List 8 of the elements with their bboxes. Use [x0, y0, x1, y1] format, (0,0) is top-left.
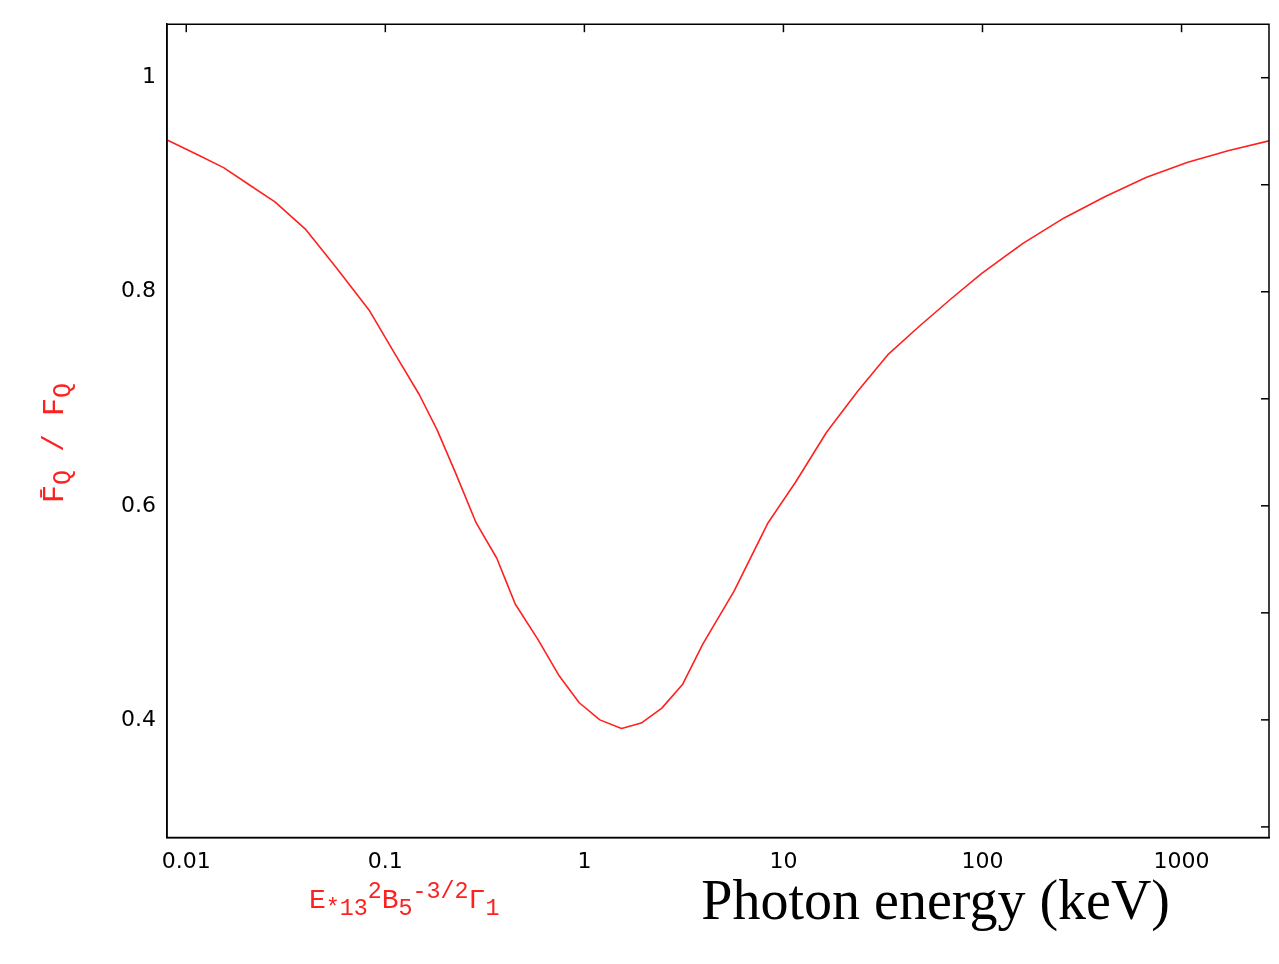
y-tick-label: 0.6	[120, 491, 156, 517]
x-tick-label: 0.1	[367, 847, 403, 873]
text: E$_{*13}$$^{2}$B$_{5}$$^{-3/2}$Γ$_{1}$	[308, 878, 500, 922]
x-tick-label: 1	[577, 847, 592, 873]
x-tick-label: 0.01	[161, 847, 211, 873]
y-tick-label: 0.4	[120, 705, 156, 731]
y-tick-label: 1	[141, 63, 156, 89]
y-tick-label: 0.8	[120, 277, 156, 303]
